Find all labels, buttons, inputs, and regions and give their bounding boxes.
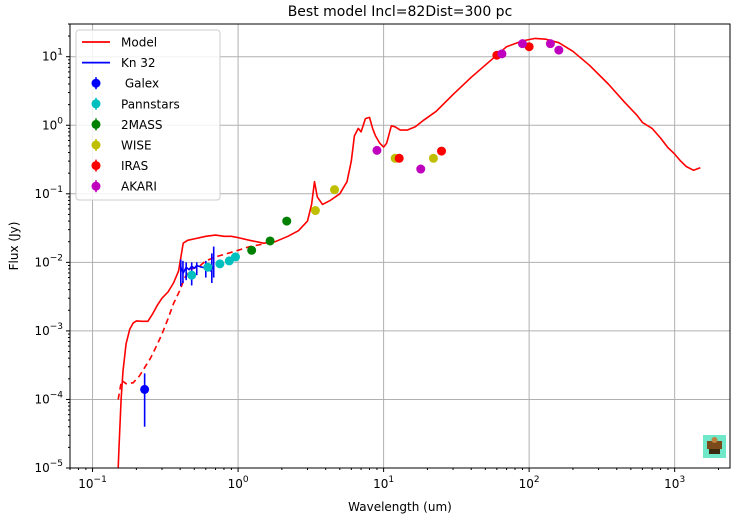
data-point — [282, 216, 292, 226]
legend-label: WISE — [121, 139, 152, 153]
y-tick-label: 101 — [42, 48, 63, 64]
y-tick-label: 10−5 — [34, 459, 63, 475]
chart-title: Best model Incl=82Dist=300 pc — [288, 4, 513, 20]
data-point — [215, 259, 225, 269]
logo-badge-icon — [703, 435, 726, 458]
legend-point-swatch — [91, 181, 101, 191]
series-line-1 — [117, 243, 264, 400]
data-point — [247, 245, 257, 255]
y-tick-label: 10−4 — [34, 390, 63, 406]
data-point — [416, 164, 426, 174]
data-point — [554, 45, 564, 55]
data-point — [187, 270, 197, 280]
data-point — [372, 145, 382, 155]
x-tick-label: 101 — [373, 475, 394, 491]
y-tick-label: 10−2 — [34, 253, 63, 269]
data-point — [265, 236, 275, 246]
legend-point-swatch — [91, 140, 101, 150]
legend: Model Kn 32 Galex Pannstars 2MASS WISE IRAS AK… — [75, 29, 221, 201]
y-tick-label: 10−1 — [34, 185, 63, 201]
legend-label: AKARI — [121, 180, 157, 194]
data-point — [497, 49, 507, 59]
plot-frame — [69, 23, 731, 469]
legend-label: Kn 32 — [121, 56, 156, 70]
legend-label: 2MASS — [121, 118, 162, 132]
data-point — [203, 262, 213, 272]
badge-figure-base — [709, 449, 720, 454]
series-line-0 — [117, 37, 701, 469]
data-point — [437, 146, 447, 156]
legend-point-swatch — [91, 99, 101, 109]
legend-label: Pannstars — [121, 97, 180, 111]
legend-label: Model — [121, 36, 157, 50]
data-point — [310, 206, 320, 216]
y-tick-label: 100 — [42, 116, 63, 132]
data-point — [140, 384, 150, 394]
photometry-points — [140, 39, 564, 394]
data-point — [517, 39, 527, 49]
badge-figure — [707, 441, 722, 449]
data-point — [428, 153, 438, 163]
axis-ticks: 10−1 100 101 102 103 10−5 10−4 10−3 10−2 10−1 100 1… — [34, 23, 719, 491]
data-point — [394, 153, 404, 163]
legend-box — [75, 29, 221, 201]
x-tick-label: 100 — [228, 475, 249, 491]
badge-figure-head — [711, 437, 718, 443]
x-tick-label: 102 — [519, 475, 540, 491]
legend-point-swatch — [91, 78, 101, 88]
x-tick-label: 10−1 — [78, 475, 107, 491]
data-point — [545, 39, 555, 49]
data-point — [230, 252, 240, 262]
legend-point-swatch — [91, 119, 101, 129]
legend-label: Galex — [121, 77, 159, 91]
x-tick-label: 103 — [664, 475, 685, 491]
legend-label: IRAS — [121, 159, 148, 173]
x-axis-label: Wavelength (um) — [348, 500, 452, 514]
data-point — [330, 185, 340, 195]
y-axis-label: Flux (Jy) — [7, 222, 21, 271]
legend-point-swatch — [91, 161, 101, 171]
y-tick-label: 10−3 — [34, 322, 63, 338]
